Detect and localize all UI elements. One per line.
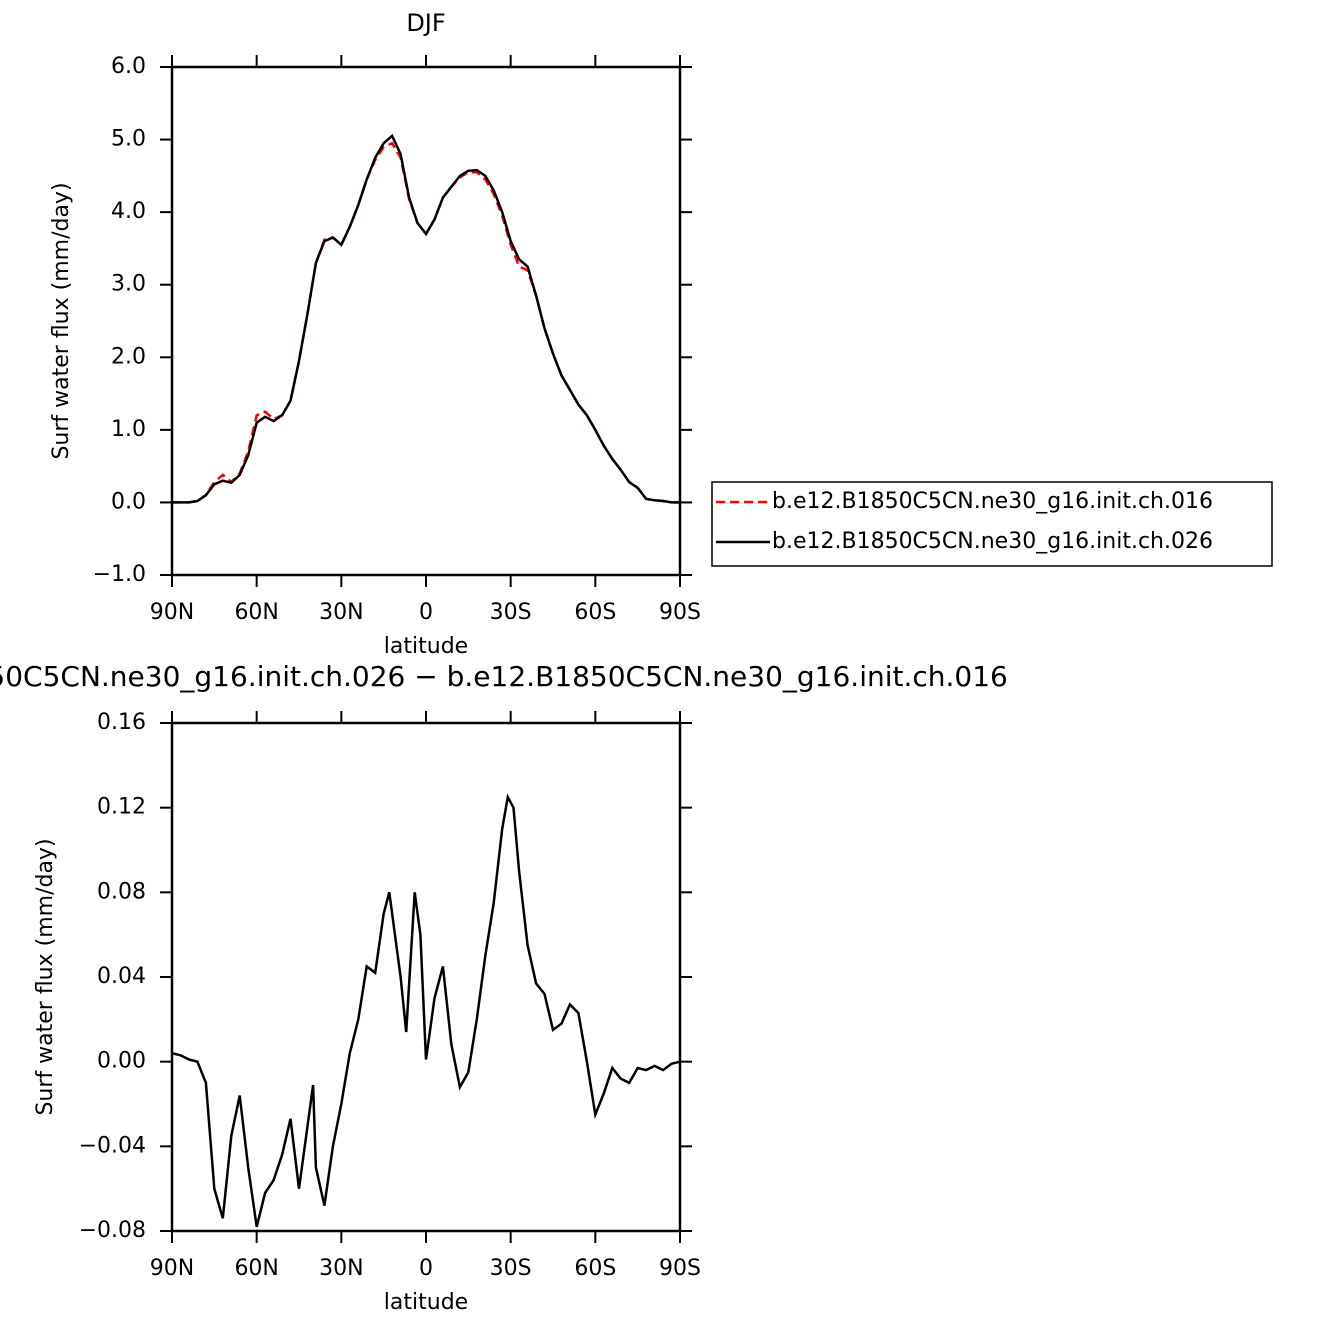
x-tick-label: 30N <box>319 1256 363 1281</box>
y-axis-label: Surf water flux (mm/day) <box>49 182 74 459</box>
y-tick-label: 0.00 <box>97 1049 146 1074</box>
chart-title: DJF <box>406 9 445 37</box>
x-tick-label: 90N <box>150 1256 194 1281</box>
x-tick-label: 90S <box>659 1256 701 1281</box>
x-tick-label: 90S <box>659 600 701 625</box>
plot-frame <box>170 721 682 1233</box>
y-tick-label: 6.0 <box>111 54 146 79</box>
y-tick-label: 0.04 <box>97 964 146 989</box>
x-tick-label: 0 <box>419 600 433 625</box>
legend-box <box>711 481 1273 567</box>
y-tick-label: 0.12 <box>97 795 146 820</box>
x-tick-label: 60S <box>574 600 616 625</box>
data-line <box>172 141 680 504</box>
x-tick-label: 30N <box>319 600 363 625</box>
y-axis-label: Surf water flux (mm/day) <box>33 838 58 1115</box>
y-tick-label: 0.08 <box>97 879 146 904</box>
x-axis-label: latitude <box>384 634 468 659</box>
y-tick-label: 1.0 <box>111 417 146 442</box>
y-tick-label: 0.16 <box>97 710 146 735</box>
x-axis-label: latitude <box>384 1290 468 1315</box>
chart-title: b.e12.B1850C5CN.ne30_g16.init.ch.026 − b… <box>0 660 1008 693</box>
y-tick-label: −0.08 <box>79 1218 146 1243</box>
x-tick-label: 30S <box>490 1256 532 1281</box>
y-tick-label: −1.0 <box>93 562 146 587</box>
y-tick-label: 3.0 <box>111 272 146 297</box>
y-tick-label: 2.0 <box>111 344 146 369</box>
x-tick-label: 90N <box>150 600 194 625</box>
x-tick-label: 60N <box>234 600 278 625</box>
x-tick-label: 60S <box>574 1256 616 1281</box>
data-line <box>171 793 681 1228</box>
y-tick-label: 5.0 <box>111 127 146 152</box>
legend-label: b.e12.B1850C5CN.ne30_g16.init.ch.016 <box>772 489 1213 514</box>
x-tick-label: 30S <box>490 600 532 625</box>
y-tick-label: 4.0 <box>111 199 146 224</box>
x-tick-label: 60N <box>234 1256 278 1281</box>
x-tick-label: 0 <box>419 1256 433 1281</box>
data-line <box>172 133 680 504</box>
plot-frame <box>170 65 682 577</box>
legend-label: b.e12.B1850C5CN.ne30_g16.init.ch.026 <box>772 529 1213 554</box>
y-tick-label: −0.04 <box>79 1133 146 1158</box>
y-tick-label: 0.0 <box>111 489 146 514</box>
